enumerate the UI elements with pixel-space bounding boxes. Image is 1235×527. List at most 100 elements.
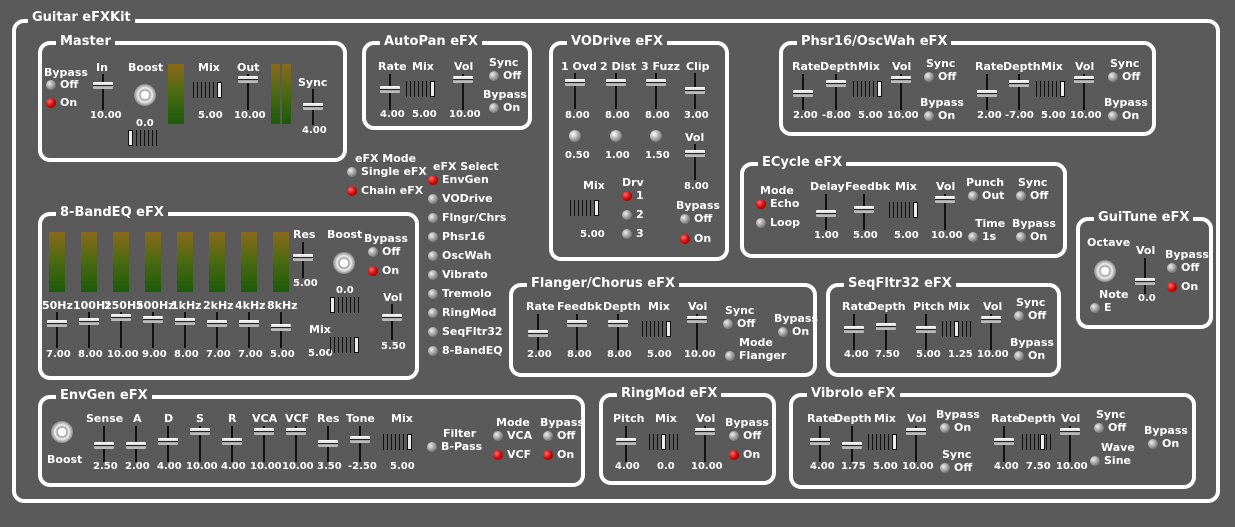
phsr-rate2-fader[interactable] — [975, 74, 999, 110]
seqfltr-depth-fader[interactable] — [874, 314, 898, 350]
ecycle-vol-fader[interactable] — [933, 194, 957, 230]
autopan-sync-off[interactable]: Off — [489, 70, 521, 82]
efx-select-item[interactable]: Vibrato — [428, 269, 488, 281]
efx-select-item[interactable]: Tremolo — [428, 288, 492, 300]
master-mix-slider[interactable] — [193, 82, 223, 98]
vibrolo-rate-fader[interactable] — [808, 426, 832, 462]
envgen-mode-vcf[interactable]: VCF — [493, 449, 531, 461]
flanger-depth-fader[interactable] — [606, 314, 630, 350]
envgen-bypass-off[interactable]: Off — [543, 430, 575, 442]
vodrive-fuzz-knob[interactable] — [650, 130, 662, 142]
envgen-d-fader[interactable] — [156, 426, 180, 462]
flanger-sync-off[interactable]: Off — [723, 318, 755, 330]
phsr-bypass-on[interactable]: On — [924, 110, 955, 122]
flanger-bypass-on[interactable]: On — [778, 326, 809, 338]
envgen-a-fader[interactable] — [124, 426, 148, 462]
vodrive-ovd-knob[interactable] — [569, 130, 581, 142]
ecycle-delay-fader[interactable] — [814, 194, 838, 230]
efx-select-item[interactable]: 8-BandEQ — [428, 345, 503, 357]
vibrolo-depth-fader[interactable] — [840, 426, 864, 462]
phsr-vol2-fader[interactable] — [1072, 74, 1096, 110]
ecycle-sync-off[interactable]: Off — [1016, 190, 1048, 202]
vodrive-ovd-fader[interactable] — [563, 73, 587, 109]
envgen-boost-knob[interactable] — [51, 421, 73, 443]
guitune-bypass-on[interactable]: On — [1167, 281, 1198, 293]
flanger-feedbk-fader[interactable] — [565, 314, 589, 350]
eq-boost-slider[interactable] — [330, 297, 360, 313]
vodrive-drv-3[interactable]: 3 — [622, 228, 644, 240]
envgen-vcf-fader[interactable] — [284, 426, 308, 462]
vodrive-clip-fader[interactable] — [683, 73, 707, 109]
efx-select-item[interactable]: EnvGen — [428, 174, 489, 186]
eq-band-fader-100hz[interactable] — [77, 312, 101, 348]
phsr-sync-off[interactable]: Off — [924, 71, 956, 83]
phsr-vol-fader[interactable] — [889, 74, 913, 110]
efx-select-item[interactable]: OscWah — [428, 250, 491, 262]
guitune-note-value[interactable]: E — [1090, 302, 1112, 314]
seqfltr-pitch-fader[interactable] — [914, 314, 938, 350]
vibrolo-depth2-slider[interactable] — [1022, 434, 1052, 450]
vibrolo-wave-value[interactable]: Sine — [1090, 455, 1131, 467]
vibrolo-bypass2-on[interactable]: On — [1148, 438, 1179, 450]
seqfltr-sync-off[interactable]: Off — [1014, 310, 1046, 322]
efx-select-item[interactable]: Phsr16 — [428, 231, 485, 243]
flanger-mix-slider[interactable] — [642, 321, 672, 337]
vibrolo-bypass-on[interactable]: On — [940, 422, 971, 434]
envgen-sense-fader[interactable] — [92, 426, 116, 462]
master-bypass-on[interactable]: On — [46, 97, 77, 109]
ecycle-bypass-on[interactable]: On — [1016, 231, 1047, 243]
ecycle-mode-loop[interactable]: Loop — [756, 217, 800, 229]
autopan-rate-fader[interactable] — [378, 74, 402, 110]
vodrive-mix-slider[interactable] — [570, 200, 600, 216]
autopan-bypass-on[interactable]: On — [489, 102, 520, 114]
flanger-mode-flanger[interactable]: Flanger — [725, 350, 786, 362]
vodrive-bypass-on[interactable]: On — [680, 233, 711, 245]
guitune-bypass-off[interactable]: Off — [1167, 262, 1199, 274]
envgen-r-fader[interactable] — [220, 426, 244, 462]
vibrolo-vol2-fader[interactable] — [1058, 426, 1082, 462]
ecycle-mix-slider[interactable] — [889, 202, 919, 218]
seqfltr-bypass-on[interactable]: On — [1014, 350, 1045, 362]
phsr-depth2-fader[interactable] — [1007, 74, 1031, 110]
master-sync-fader[interactable] — [301, 89, 325, 125]
eq-band-fader-500hz[interactable] — [141, 312, 165, 348]
phsr-mix2-slider[interactable] — [1036, 81, 1066, 97]
ecycle-feedbk-fader[interactable] — [852, 194, 876, 230]
seqfltr-vol-fader[interactable] — [979, 314, 1003, 350]
master-bypass-off[interactable]: Off — [46, 79, 78, 91]
master-boost-knob[interactable] — [134, 84, 156, 106]
autopan-vol-fader[interactable] — [451, 74, 475, 110]
envgen-res-fader[interactable] — [316, 426, 340, 462]
flanger-rate-fader[interactable] — [526, 314, 550, 350]
eq-band-fader-1khz[interactable] — [173, 312, 197, 348]
vibrolo-vol-fader[interactable] — [904, 426, 928, 462]
envgen-s-fader[interactable] — [188, 426, 212, 462]
efx-mode-chain[interactable]: Chain eFX — [347, 185, 423, 197]
master-out-fader[interactable] — [236, 74, 260, 110]
eq-band-fader-50hz[interactable] — [45, 312, 69, 348]
ecycle-time-value[interactable]: 1s — [968, 231, 996, 243]
flanger-vol-fader[interactable] — [685, 314, 709, 350]
ringmod-pitch-fader[interactable] — [614, 426, 638, 462]
eq-vol-fader[interactable] — [380, 304, 404, 340]
ringmod-bypass-on[interactable]: On — [729, 449, 760, 461]
eq-res-fader[interactable] — [291, 242, 315, 278]
phsr-sync2-off[interactable]: Off — [1108, 71, 1140, 83]
vodrive-drv-1[interactable]: 1 — [622, 190, 644, 202]
master-in-fader[interactable] — [91, 74, 115, 110]
eq-band-fader-2khz[interactable] — [205, 312, 229, 348]
vibrolo-mix-slider[interactable] — [868, 434, 898, 450]
envgen-tone-fader[interactable] — [348, 426, 372, 462]
ecycle-punch-out[interactable]: Out — [968, 190, 1004, 202]
vodrive-bypass-off[interactable]: Off — [680, 213, 712, 225]
vodrive-drv-2[interactable]: 2 — [622, 209, 644, 221]
efx-select-item[interactable]: VODrive — [428, 193, 493, 205]
efx-mode-single[interactable]: Single eFX — [347, 166, 427, 178]
autopan-mix-slider[interactable] — [406, 81, 436, 97]
seqfltr-rate-fader[interactable] — [842, 314, 866, 350]
vibrolo-rate2-fader[interactable] — [992, 426, 1016, 462]
envgen-filter-value[interactable]: B-Pass — [427, 441, 482, 453]
ringmod-mix-slider[interactable] — [649, 434, 679, 450]
phsr-rate-fader[interactable] — [791, 74, 815, 110]
eq-band-fader-250hz[interactable] — [109, 312, 133, 348]
